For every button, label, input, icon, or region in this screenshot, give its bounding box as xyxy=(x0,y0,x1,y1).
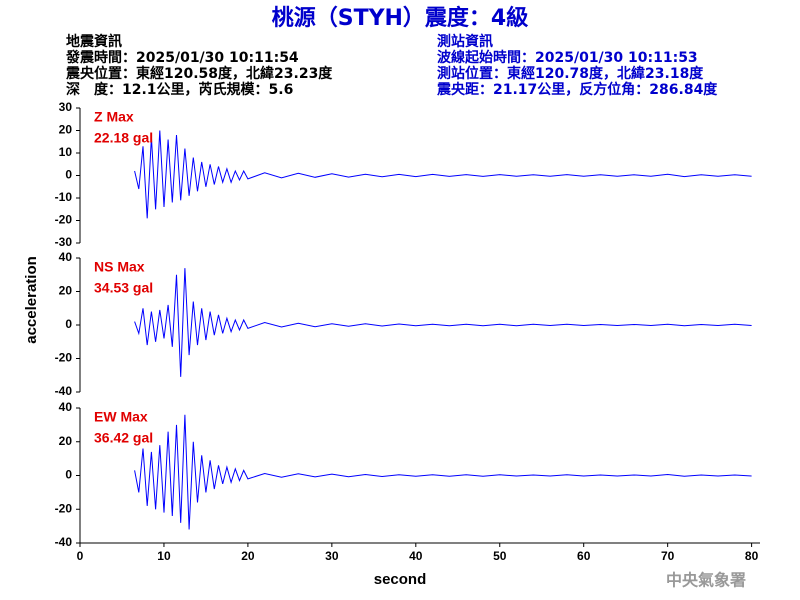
info-left: 地震資訊 xyxy=(66,33,122,50)
title: 桃源（STYH）震度：4級 xyxy=(272,5,529,31)
x-tick-label: 60 xyxy=(577,549,591,563)
y-tick-label: 20 xyxy=(59,284,73,298)
info-left: 震央位置：東經120.58度，北緯23.23度 xyxy=(65,65,333,82)
x-tick-label: 10 xyxy=(157,549,171,563)
y-tick-label: -30 xyxy=(55,235,73,249)
y-tick-label: 40 xyxy=(59,400,73,414)
max-label: EW Max xyxy=(94,409,148,425)
x-tick-label: 70 xyxy=(661,549,675,563)
y-tick-label: 10 xyxy=(59,145,73,159)
y-tick-label: -20 xyxy=(55,501,73,515)
waveform xyxy=(134,268,752,377)
info-left: 深 度：12.1公里，芮氏規模：5.6 xyxy=(66,81,293,98)
waveform xyxy=(134,130,752,219)
footer: 中央氣象署 xyxy=(666,571,746,590)
info-right: 波線起始時間：2025/01/30 10:11:53 xyxy=(437,49,698,66)
max-label: 36.42 gal xyxy=(94,430,153,446)
y-tick-label: 20 xyxy=(59,123,73,137)
y-tick-label: -40 xyxy=(55,384,73,398)
info-right: 測站資訊 xyxy=(437,33,493,50)
info-right: 測站位置：東經120.78度，北緯23.18度 xyxy=(437,65,704,82)
x-tick-label: 50 xyxy=(493,549,507,563)
x-tick-label: 20 xyxy=(241,549,255,563)
x-tick-label: 40 xyxy=(409,549,423,563)
info-right: 震央距：21.17公里，反方位角：286.84度 xyxy=(436,81,718,98)
x-tick-label: 80 xyxy=(745,549,759,563)
y-tick-label: 20 xyxy=(59,434,73,448)
y-tick-label: -20 xyxy=(55,213,73,227)
x-tick-label: 0 xyxy=(77,549,84,563)
x-axis-label: second xyxy=(374,571,427,588)
y-tick-label: 40 xyxy=(59,250,73,264)
y-tick-label: 0 xyxy=(65,168,72,182)
y-tick-label: -20 xyxy=(55,351,73,365)
max-label: 34.53 gal xyxy=(94,280,153,296)
y-tick-label: -40 xyxy=(55,535,73,549)
max-label: Z Max xyxy=(94,109,134,125)
y-tick-label: 0 xyxy=(65,317,72,331)
y-tick-label: 30 xyxy=(59,100,73,114)
max-label: 22.18 gal xyxy=(94,130,153,146)
y-tick-label: -10 xyxy=(55,190,73,204)
info-left: 發震時間：2025/01/30 10:11:54 xyxy=(65,49,299,66)
y-axis-label: acceleration xyxy=(23,256,40,344)
max-label: NS Max xyxy=(94,259,145,275)
x-tick-label: 30 xyxy=(325,549,339,563)
y-tick-label: 0 xyxy=(65,468,72,482)
waveform xyxy=(134,414,752,530)
